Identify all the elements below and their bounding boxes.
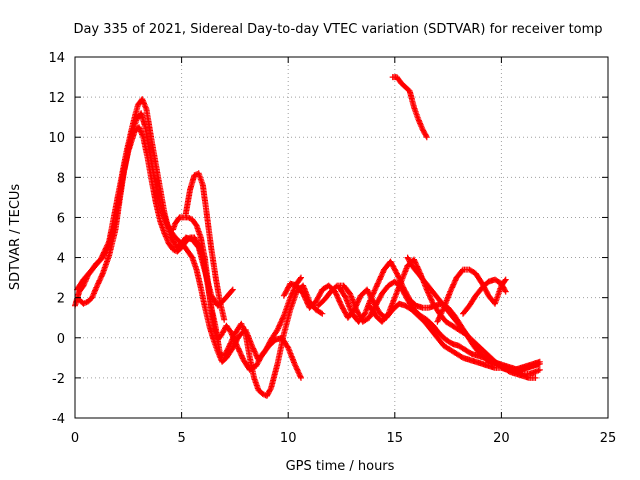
series-arc11 [434,266,509,325]
series-arc13 [389,74,430,141]
y-tick-label: 0 [57,332,65,347]
x-axis-label: GPS time / hours [286,459,395,474]
grid-lines [75,57,608,418]
series-markers [434,266,509,325]
y-tick-label: 4 [57,252,65,267]
y-tick-label: 2 [57,292,65,307]
series-arc5 [182,170,228,323]
y-tick-label: -4 [52,412,65,427]
series-markers [182,170,228,323]
x-tick-label: 10 [280,431,297,446]
y-tick-label: 14 [48,51,65,66]
x-tick-label: 5 [177,431,185,446]
y-tick-label: -2 [52,372,65,387]
x-tick-label: 25 [600,431,617,446]
plot-frame [74,56,609,419]
y-tick-label: 8 [57,171,65,186]
y-axis-label: SDTVAR / TECUs [8,184,23,291]
x-tick-label: 0 [71,431,79,446]
x-tick-label: 20 [493,431,510,446]
series-markers [170,214,304,381]
y-tick-label: 12 [48,91,65,106]
y-tick-label: 6 [57,211,65,226]
axis-ticks: 0 5 10 15 20 25 -4 -2 0 2 4 6 8 10 12 14 [48,51,616,446]
series-arc4 [170,214,304,381]
x-tick-label: 15 [387,431,404,446]
series-markers [460,276,509,317]
series-markers [389,74,430,141]
chart-title: Day 335 of 2021, Sidereal Day-to-day VTE… [73,22,602,37]
series-arc12 [460,276,509,317]
y-tick-label: 10 [48,131,65,146]
